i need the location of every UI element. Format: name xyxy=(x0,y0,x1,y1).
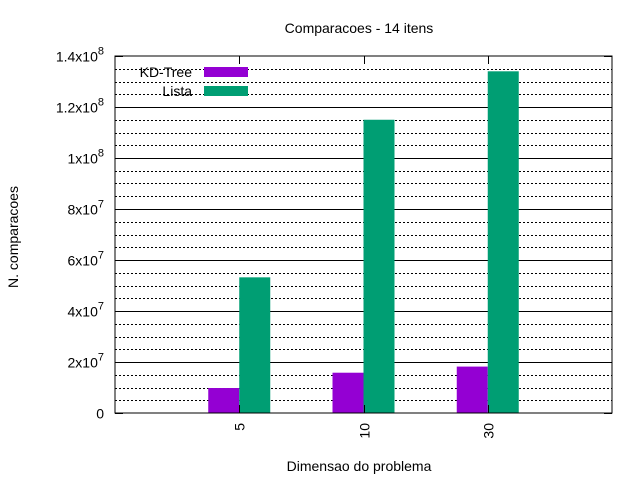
y-tick-label: 1x108 xyxy=(68,148,104,167)
y-axis-label: N. comparacoes xyxy=(5,186,21,288)
bars xyxy=(208,71,519,414)
bar-lista-10 xyxy=(363,119,395,413)
y-tick-label: 8x107 xyxy=(68,199,104,218)
bar-lista-5 xyxy=(239,277,271,413)
y-tick-label: 1.4x108 xyxy=(56,46,104,65)
x-axis-label: Dimensao do problema xyxy=(287,458,432,474)
plot-frame xyxy=(114,55,613,414)
legend-swatch xyxy=(204,67,248,77)
y-tick-label: 2x107 xyxy=(68,352,104,371)
bar-kd-tree-30 xyxy=(456,366,488,413)
y-tick-label: 4x107 xyxy=(68,301,104,320)
legend-label: Lista xyxy=(162,83,192,99)
chart-title: Comparacoes - 14 itens xyxy=(285,20,434,36)
bar-lista-30 xyxy=(487,71,519,414)
x-tick-label: 5 xyxy=(232,423,248,431)
x-tick-label: 30 xyxy=(481,423,497,439)
y-tick-label: 0 xyxy=(96,406,104,422)
bar-kd-tree-5 xyxy=(208,388,240,413)
x-axis: 5 10 30 xyxy=(232,56,497,439)
y-tick-label: 1.2x108 xyxy=(56,97,104,116)
legend: KD-Tree Lista xyxy=(140,64,248,99)
legend-label: KD-Tree xyxy=(140,64,193,80)
legend-swatch xyxy=(204,86,248,96)
y-tick-label: 6x107 xyxy=(68,250,104,269)
y-axis: 0 2x107 4x107 6x107 8x107 1x108 1.2x108 1.4x108 xyxy=(56,46,612,422)
x-tick-label: 10 xyxy=(357,423,373,439)
bar-kd-tree-10 xyxy=(332,372,364,413)
